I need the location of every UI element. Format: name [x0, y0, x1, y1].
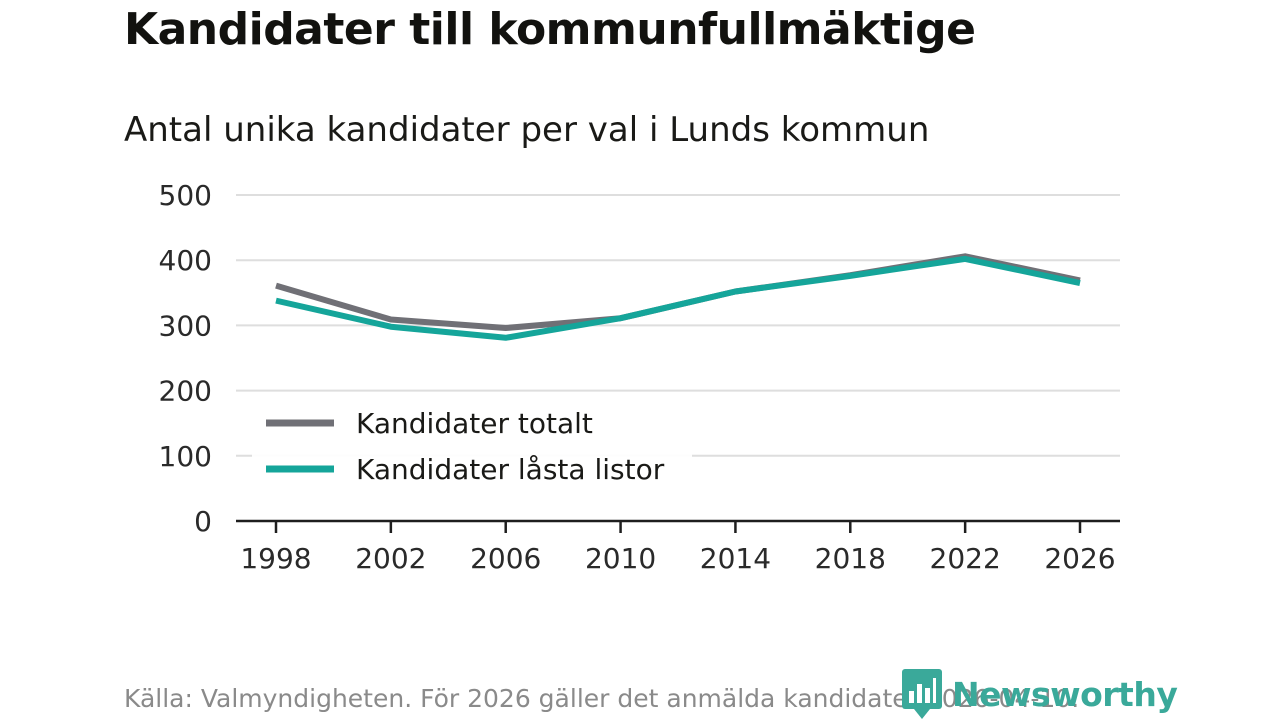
y-tick-label-300: 300: [159, 309, 212, 342]
y-tick-label-500: 500: [159, 179, 212, 212]
legend: Kandidater totalt Kandidater låsta listor: [252, 396, 692, 496]
series-lines: [275, 253, 1081, 341]
x-axis-tick-labels: 1998 2002 2006 2010 2014 2018 2022 2026: [240, 542, 1115, 575]
legend-label-2: Kandidater låsta listor: [356, 453, 665, 486]
x-tick-label-2002: 2002: [355, 542, 426, 575]
chart-subtitle: Antal unika kandidater per val i Lunds k…: [124, 110, 930, 150]
series-line-1: [275, 253, 1081, 332]
brand-name: Newsworthy: [952, 674, 1178, 714]
legend-label-1: Kandidater totalt: [356, 407, 593, 440]
x-tick-label-2018: 2018: [815, 542, 886, 575]
legend-background: [252, 396, 692, 496]
y-tick-label-0: 0: [194, 505, 212, 538]
x-tick-label-2022: 2022: [930, 542, 1001, 575]
bar-chart-logo-icon: [902, 669, 942, 719]
chart-title: Kandidater till kommunfullmäktige: [124, 4, 976, 55]
x-axis: [236, 519, 1120, 533]
x-tick-label-2014: 2014: [700, 542, 771, 575]
x-tick-label-2006: 2006: [470, 542, 541, 575]
x-tick-label-1998: 1998: [240, 542, 311, 575]
x-tick-label-2026: 2026: [1044, 542, 1115, 575]
x-tick-label-2010: 2010: [585, 542, 656, 575]
y-tick-label-100: 100: [159, 440, 212, 473]
y-axis-tick-labels: 0 100 200 300 400 500: [159, 179, 212, 538]
y-tick-label-200: 200: [159, 375, 212, 408]
brand-logo: Newsworthy: [902, 668, 1178, 720]
series-line-2: [275, 255, 1081, 341]
y-tick-label-400: 400: [159, 244, 212, 277]
